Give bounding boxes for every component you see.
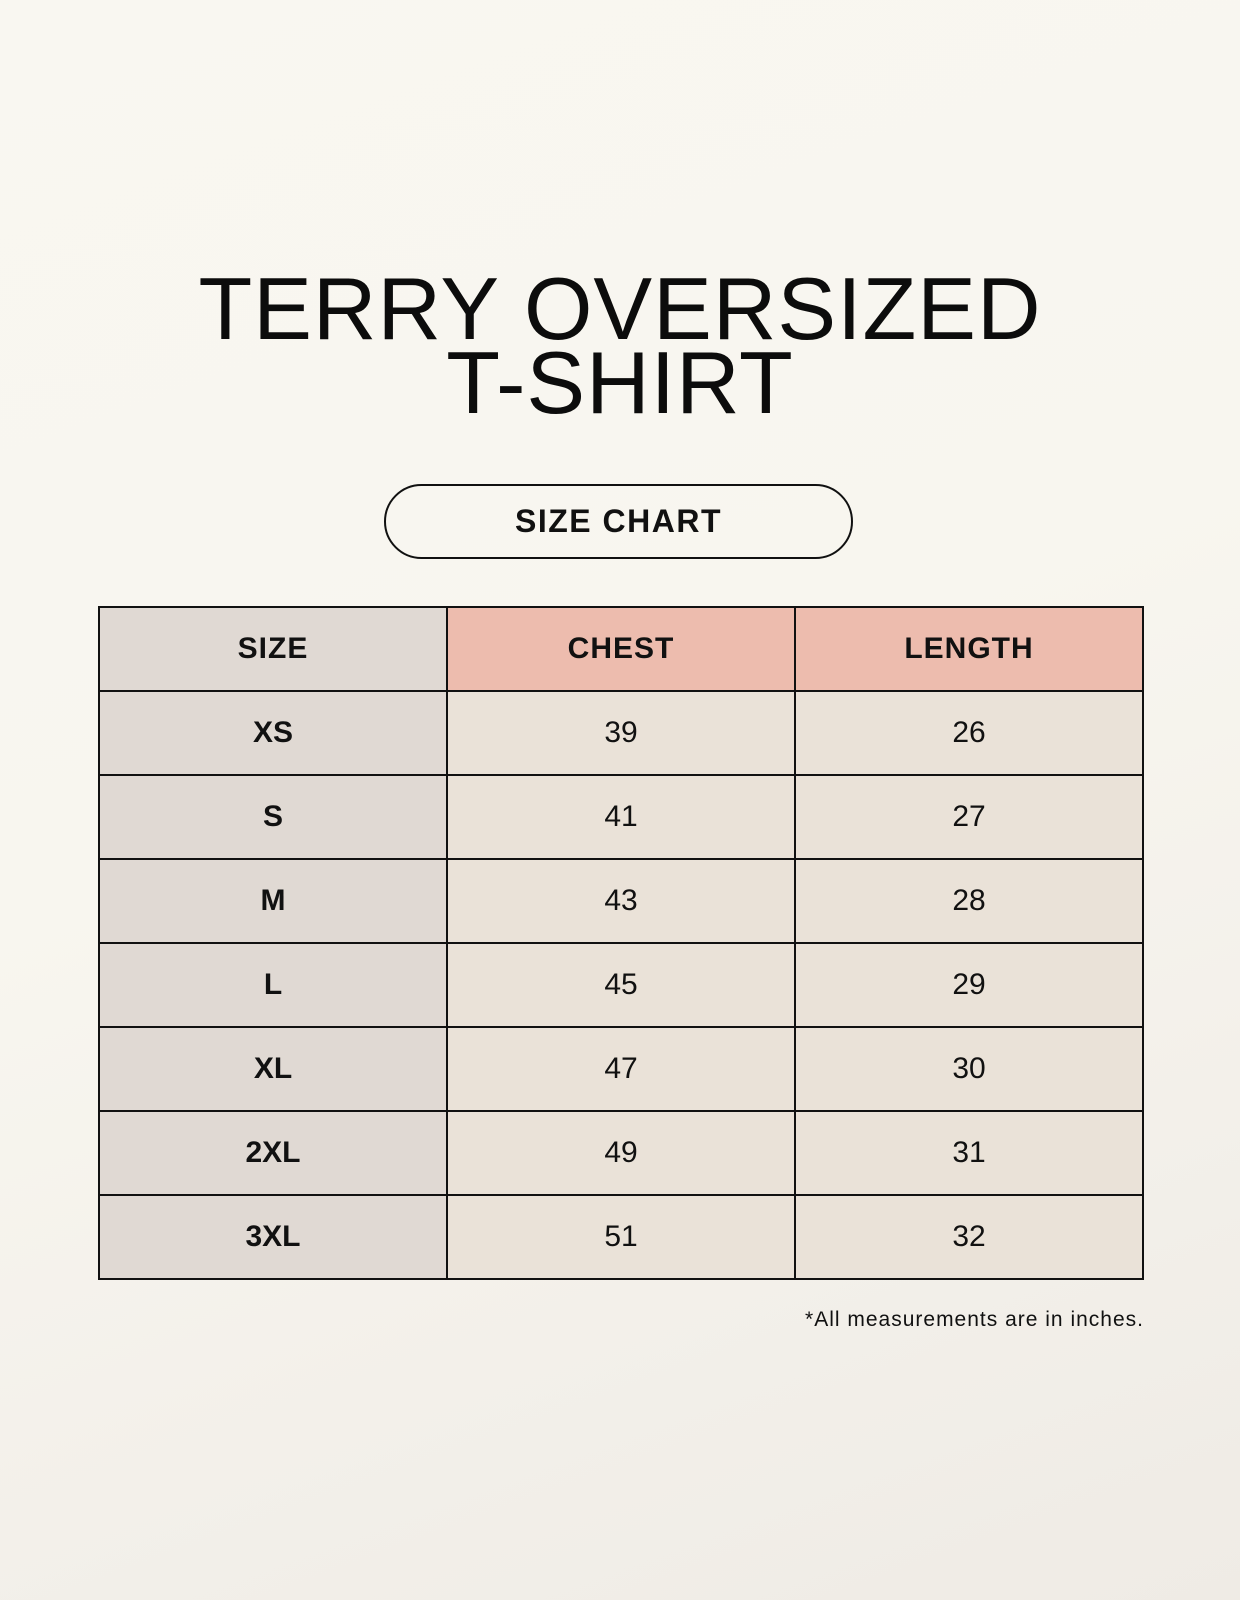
chest-cell: 39	[446, 690, 796, 776]
size-cell: M	[98, 858, 448, 944]
chest-cell: 47	[446, 1026, 796, 1112]
size-table: SIZE CHEST LENGTH XS 39 26 S 41 27 M 43 28 L 45 29 X…	[98, 606, 1144, 1280]
length-cell: 31	[794, 1110, 1144, 1196]
footnote: *All measurements are in inches.	[805, 1308, 1144, 1331]
chest-cell: 41	[446, 774, 796, 860]
table-row: 2XL 49 31	[98, 1110, 1144, 1196]
length-cell: 29	[794, 942, 1144, 1028]
table-row: 3XL 51 32	[98, 1194, 1144, 1280]
length-cell: 32	[794, 1194, 1144, 1280]
header-row: SIZE CHEST LENGTH	[98, 606, 1144, 692]
size-cell: XL	[98, 1026, 448, 1112]
title-line-2: T-SHIRT	[446, 333, 794, 432]
table-row: XS 39 26	[98, 690, 1144, 776]
title-line-1: TERRY OVERSIZED	[198, 259, 1042, 358]
chest-cell: 43	[446, 858, 796, 944]
size-cell: S	[98, 774, 448, 860]
header-chest: CHEST	[446, 606, 796, 692]
table-row: M 43 28	[98, 858, 1144, 944]
length-cell: 30	[794, 1026, 1144, 1112]
chest-cell: 45	[446, 942, 796, 1028]
length-cell: 26	[794, 690, 1144, 776]
page-title: TERRY OVERSIZED T-SHIRT	[0, 259, 1240, 432]
size-cell: L	[98, 942, 448, 1028]
size-chart-badge: SIZE CHART	[384, 484, 853, 559]
table-row: XL 47 30	[98, 1026, 1144, 1112]
table-row: L 45 29	[98, 942, 1144, 1028]
header-size: SIZE	[98, 606, 448, 692]
chest-cell: 51	[446, 1194, 796, 1280]
size-cell: XS	[98, 690, 448, 776]
length-cell: 28	[794, 858, 1144, 944]
length-cell: 27	[794, 774, 1144, 860]
table-row: S 41 27	[98, 774, 1144, 860]
chest-cell: 49	[446, 1110, 796, 1196]
size-cell: 3XL	[98, 1194, 448, 1280]
header-length: LENGTH	[794, 606, 1144, 692]
size-cell: 2XL	[98, 1110, 448, 1196]
